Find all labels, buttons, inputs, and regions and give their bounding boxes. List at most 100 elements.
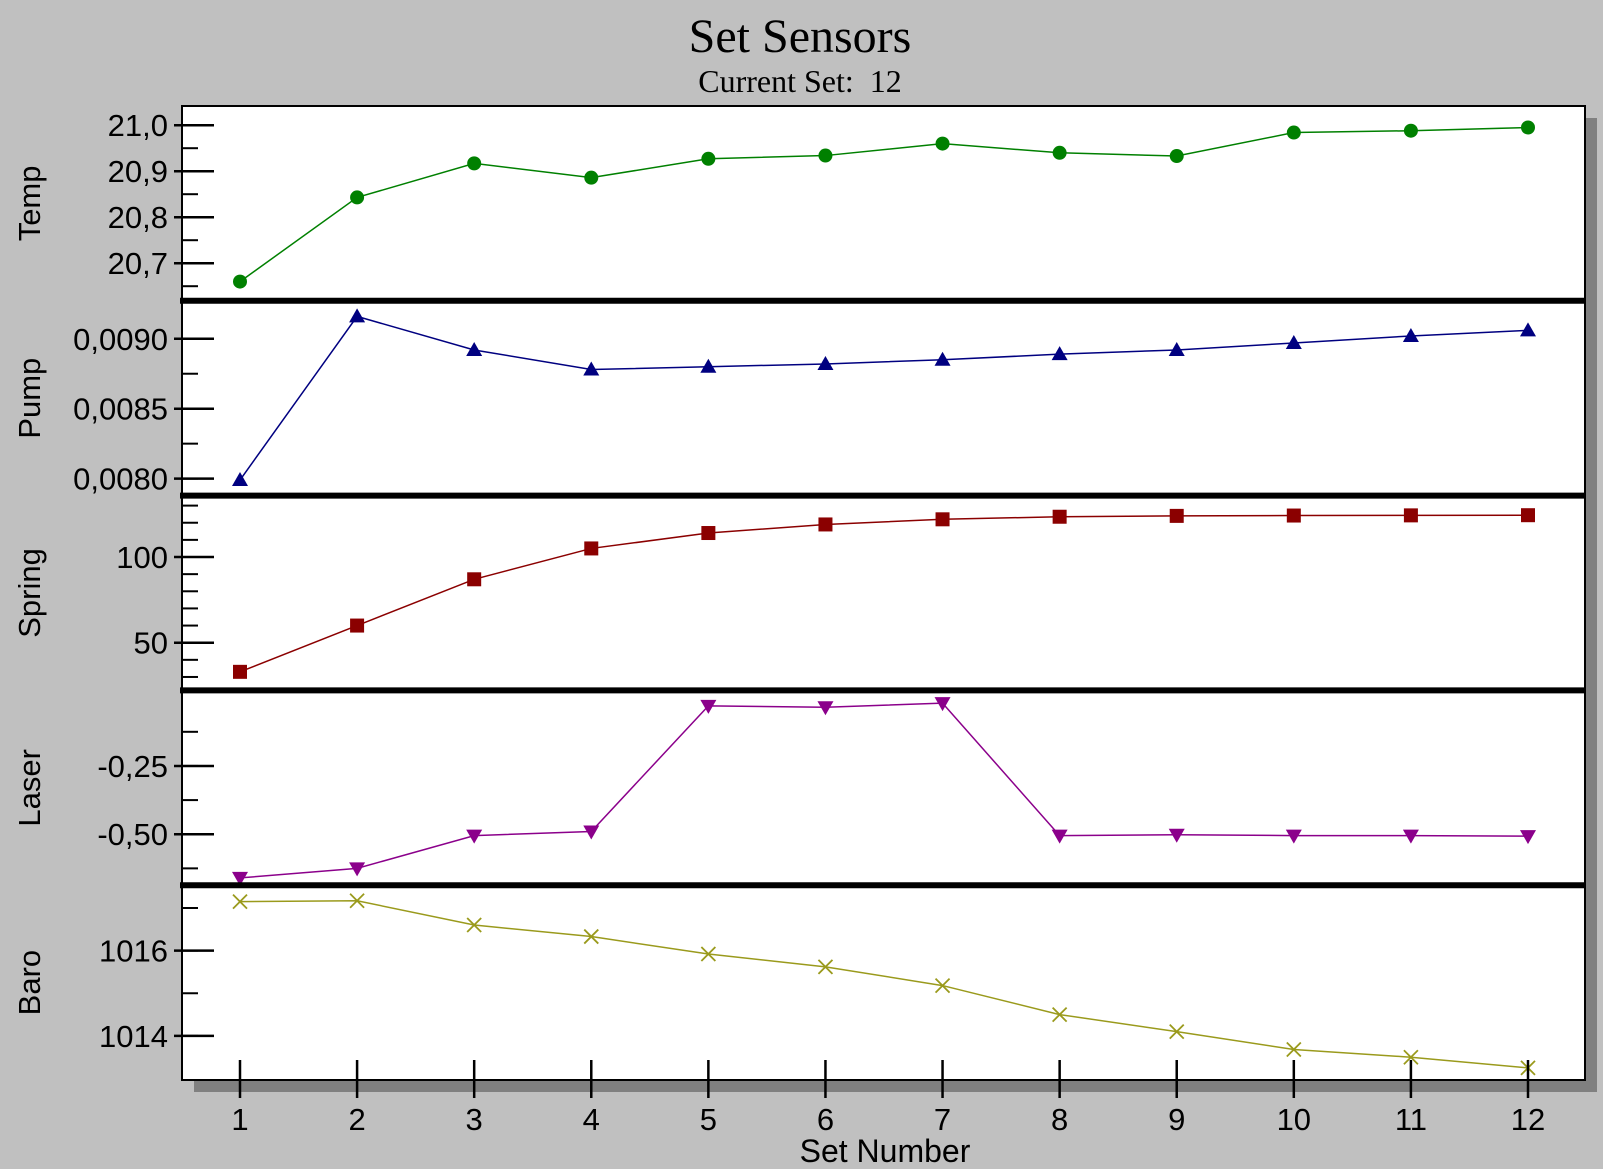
x-tick-label: 1 <box>231 1102 248 1137</box>
temp-point <box>1521 120 1535 135</box>
laser-point <box>349 862 366 877</box>
temp-tick-label: 20,8 <box>108 200 168 235</box>
x-tick-label: 11 <box>1395 1102 1427 1137</box>
laser-point <box>1520 830 1536 845</box>
x-axis-label: Set Number <box>800 1133 971 1169</box>
laser-point <box>934 697 951 712</box>
laser-tick-label: -0,50 <box>97 817 168 852</box>
baro-axis-label: Baro <box>12 950 47 1015</box>
spring-series-line <box>239 514 1529 673</box>
pump-series-line <box>239 315 1529 481</box>
x-tick-label: 6 <box>817 1102 834 1137</box>
baro-point <box>466 917 482 933</box>
pump-point <box>1285 334 1302 349</box>
temp-series-line <box>239 126 1529 283</box>
temp-point <box>1052 145 1067 160</box>
baro-point <box>1286 1041 1302 1058</box>
spring-point <box>701 526 716 541</box>
temp-point <box>1403 123 1418 138</box>
spring-point <box>818 517 833 532</box>
plot-area: 20,7 20,8 20,9 21,0 Temp 0,0080 0,0085 0,0090 Pu… <box>12 105 1597 1137</box>
pump-axis-label: Pump <box>12 358 47 439</box>
laser-point <box>232 871 248 886</box>
pump-tick-label: 0,0080 <box>73 462 168 497</box>
temp-point <box>350 190 365 205</box>
x-marker-stroke <box>1051 1006 1068 1023</box>
x-tick-label: 10 <box>1277 1102 1311 1137</box>
temp-tick-label: 20,9 <box>108 154 168 189</box>
laser-point <box>583 825 600 840</box>
spring-point <box>1521 508 1535 523</box>
baro-point <box>817 959 834 975</box>
temp-tick-label: 20,7 <box>108 246 168 281</box>
pump-tick-label: 0,0085 <box>73 392 168 427</box>
x-tick-label: 2 <box>348 1102 365 1137</box>
temp-point <box>584 170 599 185</box>
x-marker-stroke <box>583 928 599 945</box>
plot-background <box>181 105 1586 1081</box>
baro-tick-label: 1016 <box>99 934 168 969</box>
pump-point <box>1168 341 1185 356</box>
temp-point <box>818 148 833 163</box>
x-marker-stroke <box>466 917 482 933</box>
temp-point <box>1286 125 1301 140</box>
baro-series-line <box>239 899 1529 1069</box>
baro-point <box>232 893 248 910</box>
x-marker-stroke <box>700 946 717 962</box>
temp-point <box>701 151 716 166</box>
spring-point <box>1403 508 1418 523</box>
temp-point <box>935 136 950 151</box>
pump-point <box>1402 327 1419 342</box>
x-marker-stroke <box>1169 1023 1185 1040</box>
pump-tick-label: 0,0090 <box>73 322 168 357</box>
baro-point <box>1403 1049 1419 1065</box>
laser-point <box>1051 829 1068 844</box>
pump-point <box>583 361 600 376</box>
pump-point <box>934 351 951 366</box>
laser-tick-label: -0,25 <box>97 749 168 784</box>
spring-tick-label: 100 <box>116 540 168 575</box>
temp-tick-label: 21,0 <box>108 108 168 143</box>
x-tick-label: 9 <box>1168 1102 1185 1137</box>
spring-tick-label: 50 <box>134 626 168 661</box>
pump-point <box>1051 346 1068 361</box>
laser-point <box>1168 828 1185 843</box>
baro-point <box>349 893 365 909</box>
laser-point <box>700 699 717 714</box>
chart-subtitle: Current Set: 12 <box>698 63 902 99</box>
pump-point <box>817 355 834 370</box>
spring-point <box>1169 508 1184 523</box>
laser-axis-label: Laser <box>12 749 47 827</box>
temp-point <box>467 156 482 171</box>
laser-point <box>817 701 834 716</box>
x-marker-stroke <box>1286 1041 1302 1058</box>
laser-series-line <box>239 702 1529 879</box>
pump-point <box>466 341 483 356</box>
pump-point <box>349 308 366 323</box>
pump-point <box>232 472 248 487</box>
baro-tick-label: 1014 <box>99 1019 168 1054</box>
spring-point <box>1286 508 1301 523</box>
baro-point <box>700 946 717 962</box>
baro-point <box>934 977 951 994</box>
baro-point <box>583 928 599 945</box>
spring-point <box>467 572 482 587</box>
spring-axis-label: Spring <box>12 548 47 638</box>
pump-point <box>700 358 717 373</box>
spring-point <box>233 664 247 679</box>
x-marker-stroke <box>232 893 248 910</box>
laser-point <box>1402 829 1419 844</box>
x-tick-label: 8 <box>1051 1102 1068 1137</box>
chart-title: Set Sensors <box>689 10 912 63</box>
x-marker-stroke <box>934 977 951 994</box>
temp-point <box>1169 149 1184 164</box>
temp-axis-label: Temp <box>12 165 47 241</box>
temp-point <box>233 274 247 289</box>
x-marker-stroke <box>349 893 365 909</box>
x-marker-stroke <box>1403 1049 1419 1065</box>
x-tick-label: 3 <box>466 1102 483 1137</box>
x-tick-label: 12 <box>1511 1102 1545 1137</box>
baro-point <box>1051 1006 1068 1023</box>
x-tick-label: 7 <box>934 1102 951 1137</box>
